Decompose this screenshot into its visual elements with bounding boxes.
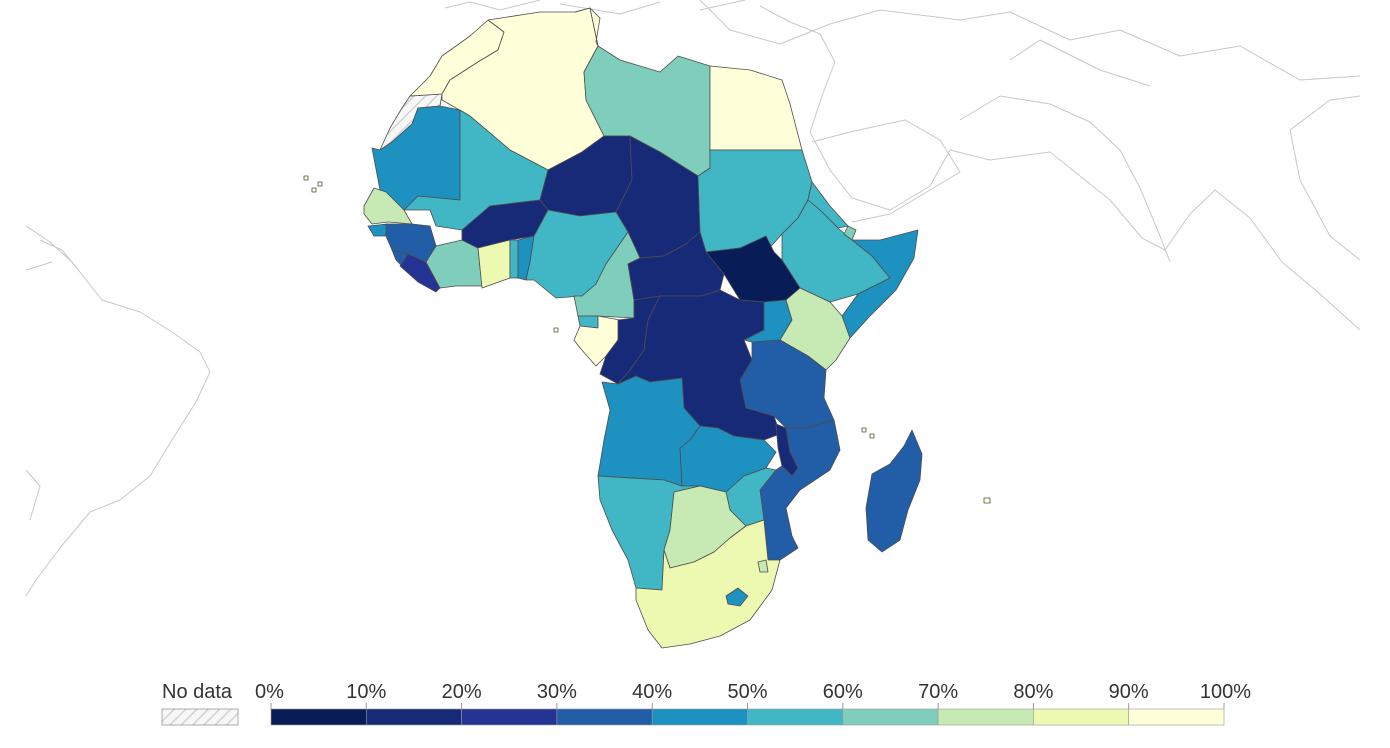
legend-no-data-label: No data	[162, 681, 233, 703]
legend-tick-label-6: 60%	[823, 681, 863, 703]
island-mauritius	[983, 497, 991, 504]
legend: No data 0% 10% 20% 30% 40% 50% 60% 70% 80% 90% 100…	[161, 681, 1251, 726]
country-lesotho	[725, 587, 749, 607]
legend-tick-label-10: 100%	[1200, 681, 1251, 703]
legend-bin-8	[1033, 708, 1130, 726]
island-cape-verde	[303, 175, 323, 193]
legend-bin-2	[461, 708, 558, 726]
country-somalia	[841, 229, 919, 339]
countries	[303, 7, 991, 649]
island-comoros	[861, 427, 875, 439]
legend-tick-label-4: 40%	[632, 681, 672, 703]
legend-tick-label-1: 10%	[346, 681, 386, 703]
legend-tick-label-5: 50%	[727, 681, 767, 703]
outline-south-america	[25, 225, 211, 597]
country-egypt	[709, 65, 803, 151]
legend-bin-4	[651, 708, 748, 726]
legend-bin-0	[270, 708, 367, 726]
legend-no-data-swatch	[161, 708, 239, 726]
legend-color-bins	[270, 708, 1225, 726]
legend-tick-label-9: 90%	[1109, 681, 1149, 703]
legend-bin-5	[747, 708, 844, 726]
legend-bin-3	[556, 708, 653, 726]
outside-outlines	[25, 0, 1361, 597]
country-car	[627, 231, 725, 301]
country-eswatini	[757, 559, 769, 573]
legend-bin-1	[365, 708, 462, 726]
legend-tick-label-2: 20%	[442, 681, 482, 703]
country-south-africa	[635, 519, 781, 649]
legend-tick-label-0: 0%	[255, 681, 284, 703]
outline-arabia	[811, 119, 961, 223]
outline-iran-india	[959, 39, 1171, 263]
legend-tick-label-8: 80%	[1013, 681, 1053, 703]
legend-bin-9	[1128, 708, 1225, 726]
legend-bin-7	[937, 708, 1034, 726]
country-guinea-bissau	[367, 223, 389, 237]
legend-bin-6	[842, 708, 939, 726]
country-mozambique	[759, 419, 841, 561]
legend-tick-label-3: 30%	[537, 681, 577, 703]
country-ghana	[477, 239, 511, 289]
legend-tick-labels: 0% 10% 20% 30% 40% 50% 60% 70% 80% 90% 100%	[255, 681, 1251, 709]
country-togo	[509, 239, 519, 279]
legend-tick-label-7: 70%	[918, 681, 958, 703]
outline-sa-inner	[25, 239, 81, 521]
country-kenya	[779, 287, 851, 371]
country-tunisia	[574, 7, 601, 47]
country-madagascar	[865, 429, 923, 553]
island-sao-tome	[553, 327, 559, 333]
outline-europe-asia	[444, 0, 1361, 331]
